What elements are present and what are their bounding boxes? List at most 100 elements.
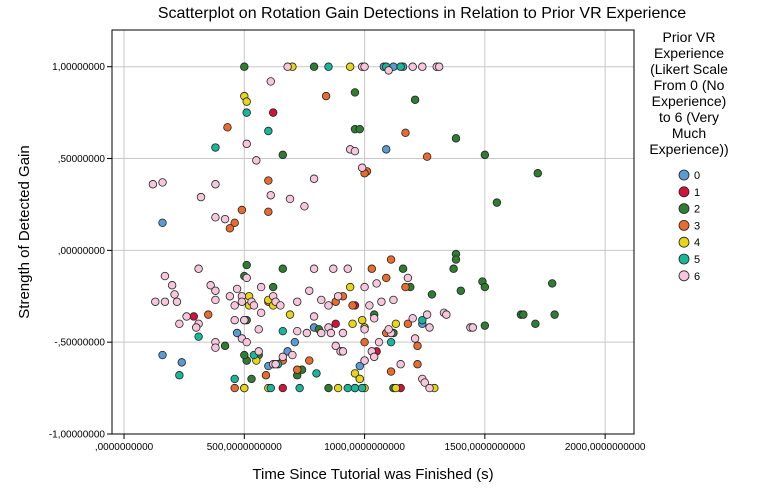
data-point (312, 369, 321, 378)
data-point (220, 341, 230, 351)
data-point (256, 308, 266, 317)
data-points (148, 62, 559, 393)
data-point (172, 297, 182, 306)
data-point (247, 374, 256, 384)
data-point (211, 180, 220, 189)
data-point (283, 62, 292, 71)
data-point (158, 178, 167, 187)
data-point (211, 143, 220, 152)
data-point (309, 264, 319, 273)
data-point (225, 224, 235, 233)
data-point (331, 341, 340, 351)
data-point (230, 374, 239, 384)
data-point (254, 347, 263, 356)
legend-label: 0 (694, 170, 700, 182)
data-point (268, 108, 278, 117)
legend-item: 1 (678, 186, 700, 199)
data-point (427, 290, 437, 299)
data-point (290, 337, 300, 347)
legend-item: 2 (678, 203, 700, 216)
data-point (367, 264, 376, 273)
legend-title-line: Experience (654, 45, 724, 61)
data-point (211, 295, 220, 305)
data-point (305, 286, 314, 295)
data-point (382, 273, 391, 283)
data-point (533, 169, 542, 178)
data-point (324, 383, 333, 393)
data-point (348, 301, 357, 310)
data-point (456, 286, 466, 295)
data-point (434, 62, 444, 71)
data-point (384, 66, 393, 75)
data-point (288, 350, 297, 360)
data-point (223, 123, 232, 132)
data-point (442, 310, 451, 319)
data-point (252, 156, 261, 165)
data-point (357, 315, 367, 325)
data-point (519, 310, 528, 319)
data-point (550, 310, 559, 319)
data-point (345, 282, 355, 292)
data-point (295, 383, 304, 393)
y-tick-label: ,00000000 (58, 246, 106, 257)
data-point (333, 292, 343, 301)
data-point (350, 383, 360, 393)
data-point (189, 312, 198, 321)
data-point (480, 150, 490, 160)
legend-marker (678, 236, 690, 248)
data-point (276, 301, 285, 310)
data-point (408, 62, 417, 71)
series-5 (175, 62, 427, 393)
data-point (242, 108, 251, 117)
data-point (355, 124, 364, 134)
data-point (191, 323, 201, 332)
data-point (403, 319, 413, 329)
data-point (242, 273, 251, 283)
legend-marker (678, 219, 690, 231)
legend-marker (678, 270, 690, 282)
data-point (338, 328, 348, 338)
data-point (396, 360, 405, 369)
data-point (396, 62, 405, 71)
data-point (266, 77, 275, 86)
x-tick-label: 500,0000000000 (207, 442, 283, 453)
data-point (384, 325, 393, 334)
data-point (418, 315, 427, 325)
data-point (211, 286, 220, 295)
x-axis-label: Time Since Tutorial was Finished (s) (252, 466, 493, 483)
data-point (249, 301, 259, 310)
legend-title-line: Experience) (652, 93, 727, 109)
data-point (309, 312, 319, 321)
x-tick-label: 2000,0000000000 (565, 442, 646, 453)
y-tick-label: 1,00000000 (52, 62, 105, 73)
legend-title-line: Much (672, 125, 706, 141)
data-point (240, 350, 249, 360)
data-point (377, 297, 386, 306)
legend-label: 6 (694, 271, 700, 283)
data-point (331, 319, 340, 329)
data-point (468, 323, 478, 332)
data-point (256, 282, 266, 292)
legend-label: 3 (694, 220, 700, 232)
data-point (343, 264, 352, 273)
legend-marker (678, 169, 690, 181)
data-point (360, 356, 369, 365)
data-point (350, 88, 360, 97)
data-point (324, 301, 333, 310)
data-point (293, 365, 302, 374)
legend-item: 5 (678, 253, 700, 266)
plot-frame (111, 29, 635, 435)
data-point (480, 321, 490, 330)
data-point (158, 350, 167, 360)
data-point (278, 150, 287, 160)
legend-item: 6 (678, 270, 700, 283)
chart-title: Scatterplot on Rotation Gain Detections … (158, 5, 686, 22)
data-point (317, 328, 326, 338)
data-point (151, 297, 160, 306)
data-point (240, 383, 249, 393)
data-point (293, 297, 302, 306)
data-point (355, 361, 364, 371)
data-point (167, 281, 177, 290)
data-point (410, 95, 420, 104)
